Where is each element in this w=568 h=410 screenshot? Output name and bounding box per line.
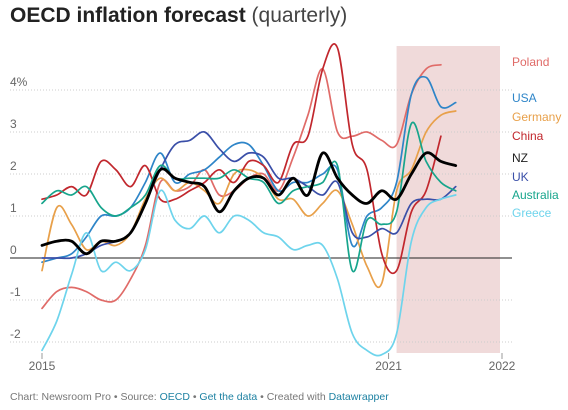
chart-footer: Chart: Newsroom Pro • Source: OECD • Get… xyxy=(10,391,389,403)
series-label-greece: Greece xyxy=(512,206,552,220)
chart-title-sub: (quarterly) xyxy=(251,4,348,27)
y-tick-label: 1 xyxy=(10,201,17,215)
y-tick-label: 0 xyxy=(10,243,17,257)
source-link[interactable]: OECD xyxy=(159,391,190,403)
series-label-china: China xyxy=(512,129,544,143)
datawrapper-link[interactable]: Datawrapper xyxy=(328,391,389,403)
x-tick-label: 2021 xyxy=(375,359,402,373)
footer-separator-2: • Created with xyxy=(257,391,329,403)
y-tick-label: 4% xyxy=(10,75,28,89)
series-line-greece xyxy=(41,189,457,357)
series-label-australia: Australia xyxy=(512,188,559,202)
series-line-china xyxy=(41,43,442,275)
series-line-australia xyxy=(41,121,457,273)
footer-prefix: Chart: Newsroom Pro • Source: xyxy=(10,391,160,403)
get-data-link[interactable]: Get the data xyxy=(199,391,258,403)
series-line-germany xyxy=(41,110,457,289)
y-tick-label: 3 xyxy=(10,117,17,131)
series-label-germany: Germany xyxy=(512,110,561,124)
x-tick-label: 2022 xyxy=(489,359,516,373)
y-tick-label: -1 xyxy=(10,285,21,299)
y-tick-label: -2 xyxy=(10,327,21,341)
series-label-usa: USA xyxy=(512,91,537,105)
series-label-poland: Poland xyxy=(512,55,549,69)
forecast-shaded-region xyxy=(396,46,500,353)
series-label-nz: NZ xyxy=(512,151,528,165)
series-line-nz xyxy=(40,151,458,256)
series-label-uk: UK xyxy=(512,170,529,184)
y-tick-label: 2 xyxy=(10,159,17,173)
chart-title-main: OECD inflation forecast xyxy=(10,4,246,27)
chart-title: OECD inflation forecast (quarterly) xyxy=(10,4,347,28)
footer-separator-1: • xyxy=(189,391,200,403)
x-tick-label: 2015 xyxy=(29,359,56,373)
